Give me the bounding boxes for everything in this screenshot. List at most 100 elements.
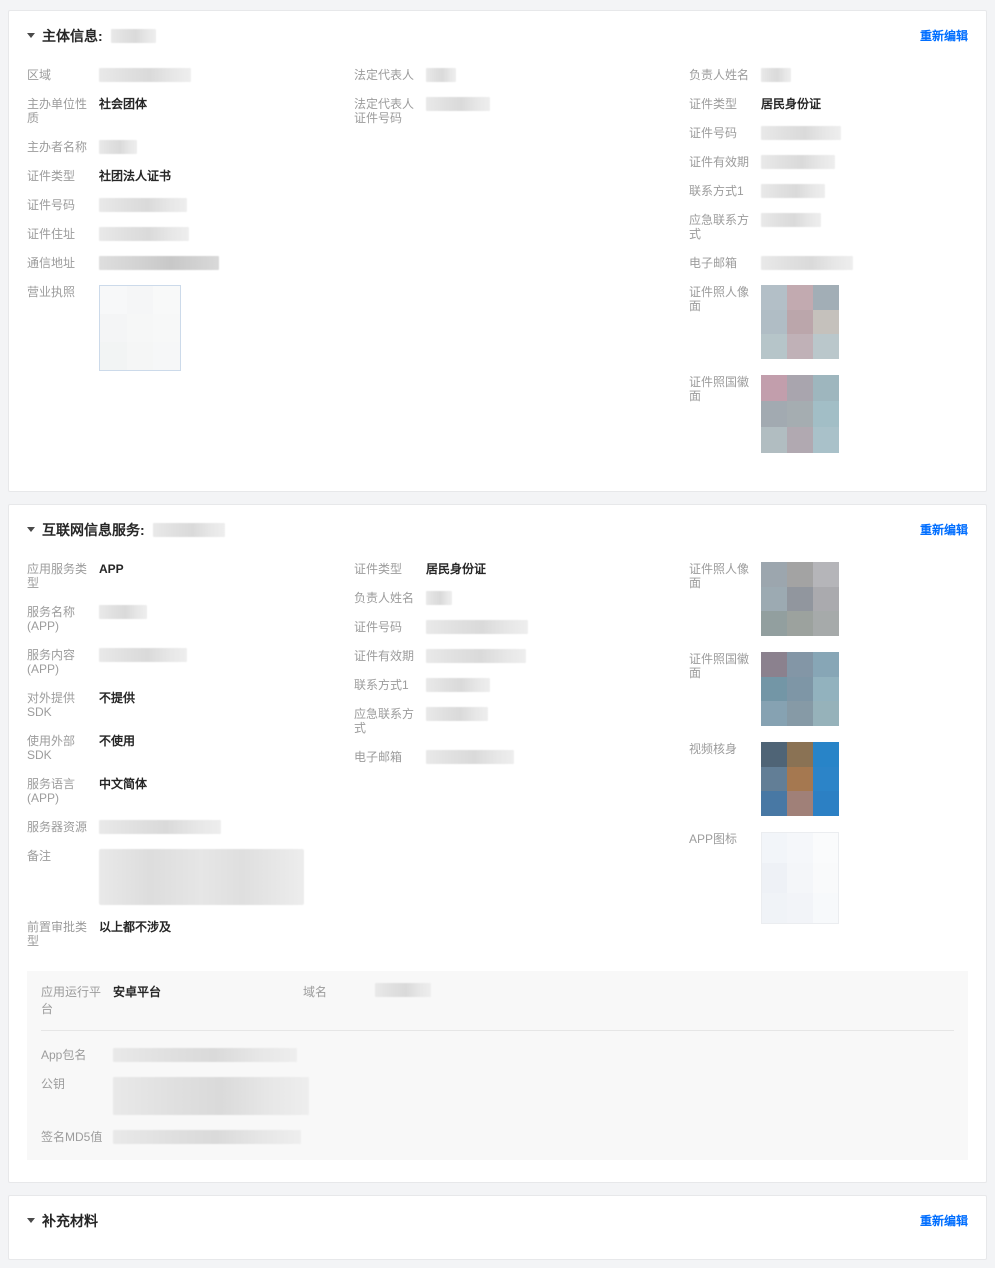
- redacted-value: [426, 620, 528, 634]
- redacted-value: [761, 184, 825, 198]
- field-label: 证件类型: [354, 562, 403, 576]
- field-row: 证件照国徽面: [689, 652, 968, 726]
- redacted-value: [426, 68, 456, 82]
- field-label: 对外提供SDK: [27, 691, 76, 719]
- field-label: 证件号码: [354, 620, 403, 634]
- field-value: 安卓平台: [113, 985, 162, 999]
- redacted-value: [761, 126, 841, 140]
- field-row: App包名: [41, 1048, 954, 1062]
- field-row: 主办单位性质 社会团体: [27, 97, 354, 125]
- field-label: 证件有效期: [689, 155, 750, 169]
- redacted-value: [426, 97, 490, 111]
- business-license-image[interactable]: [99, 285, 181, 371]
- redacted-value: [99, 605, 147, 619]
- column-3: 证件照人像面 证件照国徽面 视频核身 APP图标: [689, 562, 968, 940]
- field-row: 证件照人像面: [689, 562, 968, 636]
- field-label: 证件照人像面: [689, 562, 750, 590]
- field-row: 备注: [27, 849, 354, 905]
- collapse-caret-icon[interactable]: [27, 33, 35, 38]
- redacted-value: [99, 227, 189, 241]
- field-label: 证件类型: [27, 169, 76, 183]
- collapse-caret-icon[interactable]: [27, 1218, 35, 1223]
- field-label: 联系方式1: [354, 678, 409, 692]
- section-internet-service: 互联网信息服务: 重新编辑 应用服务类型 APP 服务名称(APP) 服务内容(…: [8, 504, 987, 1183]
- field-label: 主办单位性质: [27, 97, 88, 125]
- field-value: 社会团体: [99, 97, 148, 111]
- field-label: 证件照国徽面: [689, 652, 750, 680]
- redacted-value: [426, 750, 514, 764]
- collapse-caret-icon[interactable]: [27, 527, 35, 532]
- field-label: 证件类型: [689, 97, 738, 111]
- redacted-value: [761, 256, 853, 270]
- field-label: 应用服务类型: [27, 562, 88, 590]
- field-label: 备注: [27, 849, 52, 863]
- field-row: 区域: [27, 68, 354, 82]
- field-label: 证件照国徽面: [689, 375, 750, 403]
- id-photo-emblem-image[interactable]: [761, 652, 839, 726]
- field-label: APP图标: [689, 832, 738, 846]
- field-label: 应急联系方式: [354, 707, 415, 735]
- field-value: 不使用: [99, 734, 136, 748]
- column-1: 应用服务类型 APP 服务名称(APP) 服务内容(APP) 对外提供SDK 不…: [27, 562, 354, 963]
- field-label: 主办者名称: [27, 140, 88, 154]
- section-title: 补充材料: [42, 1212, 98, 1229]
- field-label: 证件号码: [689, 126, 738, 140]
- field-row: 证件类型 居民身份证: [689, 97, 968, 111]
- field-row: 视频核身: [689, 742, 968, 816]
- field-row: 服务内容(APP): [27, 648, 354, 676]
- field-row: APP图标: [689, 832, 968, 924]
- field-row: 证件类型 社团法人证书: [27, 169, 354, 183]
- column-1: 区域 主办单位性质 社会团体 主办者名称 证件类型 社团法人证书 证件号码: [27, 68, 354, 387]
- section-supplementary-materials: 补充材料 重新编辑: [8, 1195, 987, 1260]
- field-row: 证件有效期: [354, 649, 689, 663]
- redacted-value: [99, 648, 187, 662]
- field-label: 证件照人像面: [689, 285, 750, 313]
- re-edit-button[interactable]: 重新编辑: [919, 523, 968, 537]
- field-row: 证件号码: [354, 620, 689, 634]
- field-row: 应急联系方式: [689, 213, 968, 241]
- field-row: 证件照国徽面: [689, 375, 968, 453]
- field-label: 法定代表人证件号码: [354, 97, 415, 125]
- field-row: 营业执照: [27, 285, 354, 371]
- re-edit-button[interactable]: 重新编辑: [919, 29, 968, 43]
- field-label: 公钥: [41, 1077, 66, 1091]
- field-row: 应用运行平台 安卓平台: [41, 983, 303, 1017]
- field-row: 证件号码: [27, 198, 354, 212]
- fields-area: 应用服务类型 APP 服务名称(APP) 服务内容(APP) 对外提供SDK 不…: [27, 562, 968, 963]
- field-row: 前置审批类型 以上都不涉及: [27, 920, 354, 948]
- re-edit-button[interactable]: 重新编辑: [919, 1214, 968, 1228]
- field-label: 法定代表人: [354, 68, 415, 82]
- fields-area: 区域 主办单位性质 社会团体 主办者名称 证件类型 社团法人证书 证件号码: [27, 68, 968, 469]
- field-row: 域名: [303, 983, 431, 1017]
- platform-header-row: 应用运行平台 安卓平台 域名: [41, 983, 954, 1031]
- field-row: 法定代表人: [354, 68, 689, 82]
- section-header: 主体信息: 重新编辑: [27, 27, 968, 44]
- field-label: 应用运行平台: [41, 985, 102, 1016]
- id-photo-portrait-image[interactable]: [761, 285, 839, 359]
- field-label: 服务名称(APP): [27, 605, 76, 633]
- field-row: 公钥: [41, 1077, 954, 1115]
- field-label: 电子邮箱: [689, 256, 738, 270]
- field-row: 主办者名称: [27, 140, 354, 154]
- field-row: 服务器资源: [27, 820, 354, 834]
- field-label: 服务语言(APP): [27, 777, 76, 805]
- id-photo-emblem-image[interactable]: [761, 375, 839, 453]
- column-3: 负责人姓名 证件类型 居民身份证 证件号码 证件有效期 联系方式1: [689, 68, 968, 469]
- id-photo-portrait-image[interactable]: [761, 562, 839, 636]
- app-icon-image[interactable]: [761, 832, 839, 924]
- field-row: 法定代表人证件号码: [354, 97, 689, 125]
- field-row: 证件有效期: [689, 155, 968, 169]
- field-label: 使用外部SDK: [27, 734, 76, 762]
- field-label: 视频核身: [689, 742, 738, 756]
- redacted-value: [426, 678, 490, 692]
- field-row: 联系方式1: [354, 678, 689, 692]
- redacted-value: [426, 649, 526, 663]
- redacted-value: [426, 591, 452, 605]
- field-label: 证件号码: [27, 198, 76, 212]
- redacted-value: [761, 68, 791, 82]
- field-label: 通信地址: [27, 256, 76, 270]
- video-verification-image[interactable]: [761, 742, 839, 816]
- redacted-value: [113, 1130, 301, 1144]
- redacted-value: [99, 68, 191, 82]
- field-row: 证件照人像面: [689, 285, 968, 359]
